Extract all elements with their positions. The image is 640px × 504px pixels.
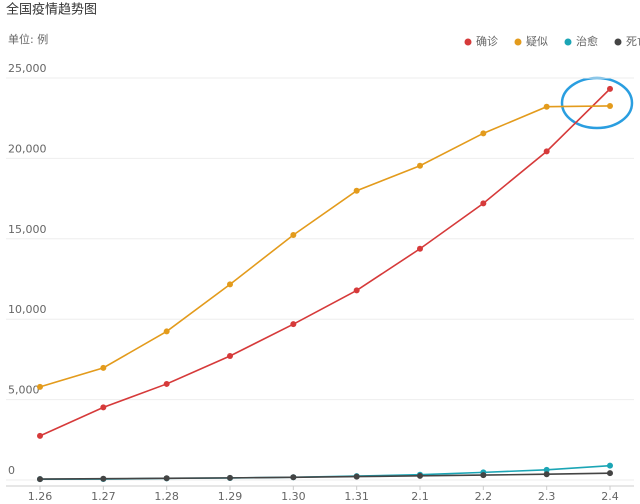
x-tick-label: 1.30 <box>281 490 306 503</box>
data-point <box>353 287 360 294</box>
x-tick-label: 1.31 <box>344 490 369 503</box>
legend-marker <box>464 38 472 46</box>
x-tick-label: 2.2 <box>475 490 493 503</box>
data-point <box>543 148 550 155</box>
legend-marker <box>564 38 572 46</box>
y-tick-label: 20,000 <box>8 142 47 155</box>
data-point <box>37 383 43 390</box>
legend-label: 治愈 <box>576 34 598 48</box>
series-line <box>39 472 611 480</box>
legend-marker <box>514 38 522 46</box>
data-point <box>543 466 550 473</box>
series-line <box>39 88 611 437</box>
data-point <box>480 472 487 479</box>
legend-label: 死亡 <box>626 34 640 48</box>
data-point <box>227 281 233 288</box>
legend-marker <box>614 38 622 46</box>
x-tick-label: 1.29 <box>218 490 243 503</box>
data-point <box>37 432 43 439</box>
data-point <box>607 102 613 109</box>
legend-label: 确诊 <box>476 34 498 48</box>
data-point <box>100 404 107 411</box>
data-point <box>353 473 360 480</box>
data-point <box>290 231 297 238</box>
data-point <box>163 380 170 387</box>
data-point <box>37 476 43 483</box>
y-tick-label: 15,000 <box>8 223 47 236</box>
data-point <box>480 200 487 207</box>
data-point <box>543 471 550 478</box>
x-tick-label: 1.28 <box>154 490 179 503</box>
data-point <box>417 245 423 252</box>
y-tick-label: 25,000 <box>8 62 47 75</box>
x-tick-label: 2.1 <box>411 490 429 503</box>
y-tick-label: 0 <box>8 464 15 477</box>
x-tick-label: 1.27 <box>91 490 116 503</box>
x-tick-label: 1.26 <box>28 490 53 503</box>
chart-title: 全国疫情趋势图 <box>6 2 97 18</box>
data-point <box>417 472 423 479</box>
data-point <box>100 475 107 482</box>
y-axis-label: 单位: 例 <box>8 32 48 46</box>
x-tick-label: 2.3 <box>538 490 556 503</box>
data-point <box>227 474 233 481</box>
data-point <box>353 187 360 194</box>
data-point <box>417 162 423 169</box>
data-point <box>290 474 297 481</box>
x-tick-label: 2.4 <box>601 490 619 503</box>
data-point <box>607 462 613 469</box>
y-tick-label: 5,000 <box>8 384 40 397</box>
data-point <box>543 103 550 110</box>
legend-label: 疑似 <box>526 35 548 48</box>
data-point <box>607 470 613 477</box>
series-line <box>39 105 611 388</box>
data-point <box>163 328 170 335</box>
data-point <box>607 85 613 92</box>
data-point <box>100 364 107 371</box>
data-point <box>163 475 170 482</box>
data-point <box>480 130 487 137</box>
data-point <box>227 353 233 360</box>
highlight-ellipse <box>560 76 634 130</box>
data-point <box>290 321 297 328</box>
y-tick-label: 10,000 <box>8 303 47 316</box>
